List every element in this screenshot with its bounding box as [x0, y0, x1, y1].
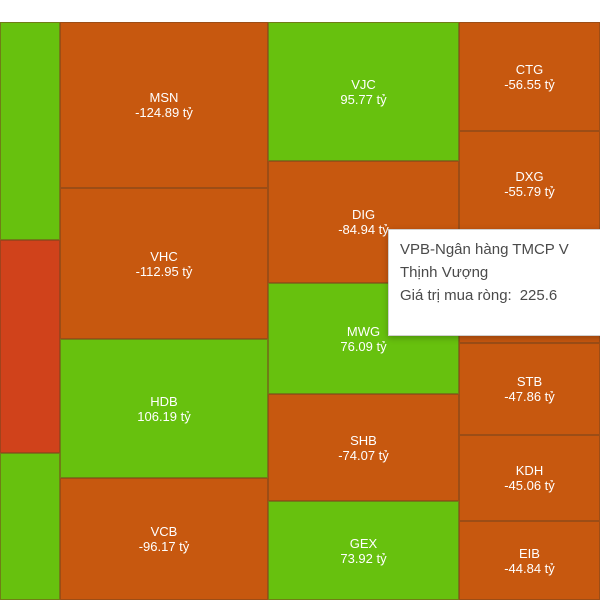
tile[interactable] [0, 240, 60, 453]
tile-ticker: HDB [150, 393, 178, 409]
tile-ticker: DIG [351, 207, 376, 222]
tile-value: 73.92 tỷ [340, 550, 387, 566]
tile-ticker: VHC [150, 248, 178, 264]
tile-vcb[interactable]: VCB -96.17 tỷ [60, 478, 268, 600]
tile-ticker: EIB [519, 545, 540, 561]
tile-value: 106.19 tỷ [137, 408, 191, 424]
tile-value: -74.07 tỷ [338, 447, 389, 463]
tooltip-name-line2: Thịnh Vượng [400, 264, 489, 281]
tile-ticker: MWG [346, 323, 381, 339]
tooltip: VPB-Ngân hàng TMCP V Thịnh Vượng Giá trị… [388, 229, 600, 336]
tile-msn[interactable]: MSN -124.89 tỷ [60, 22, 268, 188]
tile-ticker: SHB [350, 432, 377, 448]
tile-hdb[interactable]: HDB 106.19 tỷ [60, 339, 268, 478]
tile-value: -45.06 tỷ [504, 478, 555, 493]
tile-value: -55.79 tỷ [504, 183, 555, 199]
tile[interactable] [0, 22, 60, 240]
tile-value: -112.95 tỷ [135, 263, 193, 279]
tooltip-name-line1: VPB-Ngân hàng TMCP V [400, 241, 569, 258]
tooltip-metric-label: Giá trị mua ròng: [400, 287, 512, 304]
tile-ctg[interactable]: CTG -56.55 tỷ [459, 22, 600, 131]
tile-value: -56.55 tỷ [504, 76, 555, 92]
tile-value: -124.89 tỷ [135, 105, 193, 120]
tile-ticker: VJC [351, 76, 376, 92]
tile-value: 76.09 tỷ [340, 338, 387, 354]
tile-ticker: KDH [515, 463, 544, 478]
tile-value: -47.86 tỷ [504, 389, 555, 404]
tooltip-metric-value: 225.6 [519, 287, 558, 304]
tile-eib[interactable]: EIB -44.84 tỷ [459, 521, 600, 600]
tile-ticker: DXG [515, 168, 544, 184]
tile-kdh[interactable]: KDH -45.06 tỷ [459, 435, 600, 521]
tile-dxg[interactable]: DXG -55.79 tỷ [459, 131, 600, 236]
tile-ticker: MSN [149, 90, 179, 105]
tile-vjc[interactable]: VJC 95.77 tỷ [268, 22, 459, 161]
tooltip-metric: Giá trị mua ròng: 225.6 [400, 284, 600, 307]
tile-ticker: CTG [515, 61, 544, 77]
tile-stb[interactable]: STB -47.86 tỷ [459, 343, 600, 435]
top-strip [0, 0, 600, 22]
tile-ticker: GEX [349, 535, 378, 551]
tile-value: -96.17 tỷ [138, 539, 190, 554]
tile-ticker: STB [516, 374, 543, 389]
tile[interactable] [0, 453, 60, 600]
tile-shb[interactable]: SHB -74.07 tỷ [268, 394, 459, 501]
tile-value: -84.94 tỷ [338, 222, 389, 237]
tile-value: 95.77 tỷ [340, 91, 387, 107]
tile-value: -44.84 tỷ [504, 560, 555, 576]
tile-gex[interactable]: GEX 73.92 tỷ [268, 501, 459, 600]
tile-dig[interactable]: DIG -84.94 tỷ [268, 161, 459, 283]
tile-vhc[interactable]: VHC -112.95 tỷ [60, 188, 268, 339]
tile-ticker: VCB [150, 524, 178, 539]
